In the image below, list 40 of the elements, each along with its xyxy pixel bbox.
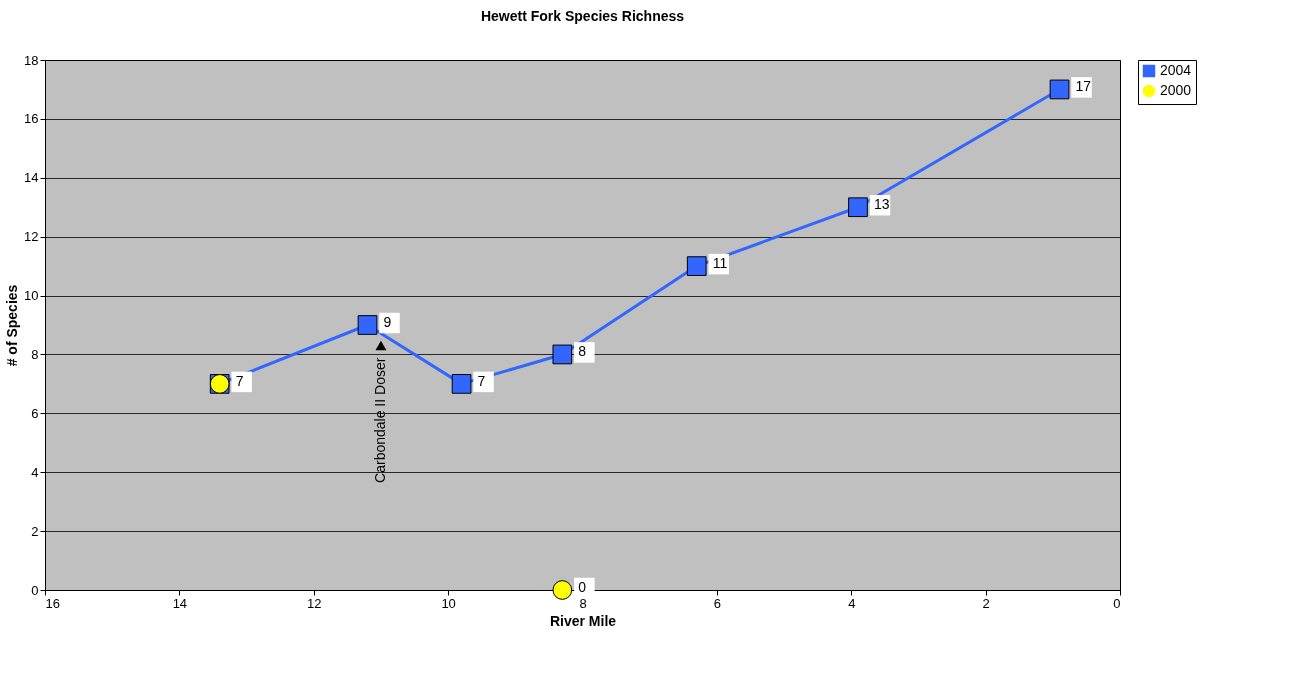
- legend-label: 2000: [1160, 82, 1192, 98]
- point: [451, 374, 472, 394]
- point: [357, 315, 378, 335]
- point: [552, 580, 573, 600]
- data-label: 7: [235, 372, 244, 389]
- y-tick-label: 14: [24, 170, 39, 186]
- x-tick-label: 2: [982, 595, 990, 611]
- legend-label: 2004: [1160, 62, 1192, 78]
- x-tick-label: 0: [1113, 595, 1121, 611]
- chart-title: Hewett Fork Species Richness: [480, 8, 685, 24]
- point: [848, 197, 868, 218]
- y-tick-label: 6: [31, 405, 39, 421]
- y-tick-label: 0: [31, 582, 39, 598]
- data-label: 0: [578, 579, 587, 595]
- point: [552, 344, 573, 365]
- y-tick-label: 8: [31, 346, 39, 362]
- y-tick-label: 4: [31, 464, 39, 480]
- y-tick-label: 12: [24, 229, 39, 245]
- data-label: 17: [1075, 78, 1092, 95]
- data-label: 9: [383, 314, 392, 330]
- x-tick-label: 12: [307, 595, 322, 611]
- annotation: Carbondale II Doser: [371, 357, 388, 483]
- data-label: 11: [712, 255, 728, 272]
- x-tick-label: 8: [579, 595, 587, 611]
- data-label: 7: [477, 372, 486, 389]
- data-label: 8: [578, 343, 587, 360]
- x-tick-label: 10: [441, 595, 456, 611]
- y-tick-label: 18: [24, 52, 39, 68]
- y-tick-label: 10: [24, 288, 39, 304]
- x-tick-label: 4: [848, 595, 856, 611]
- y-tick-label: 2: [31, 523, 39, 539]
- point: [1049, 79, 1070, 100]
- x-tick-label: 14: [172, 595, 188, 611]
- x-tick-label: 16: [45, 595, 60, 611]
- y-tick-label: 16: [24, 111, 39, 127]
- point: [686, 256, 707, 276]
- data-label: 13: [873, 196, 890, 213]
- x-tick-label: 6: [713, 595, 721, 611]
- x-axis-title: River Mile: [549, 612, 617, 629]
- y-axis-title: # of Species: [4, 284, 21, 367]
